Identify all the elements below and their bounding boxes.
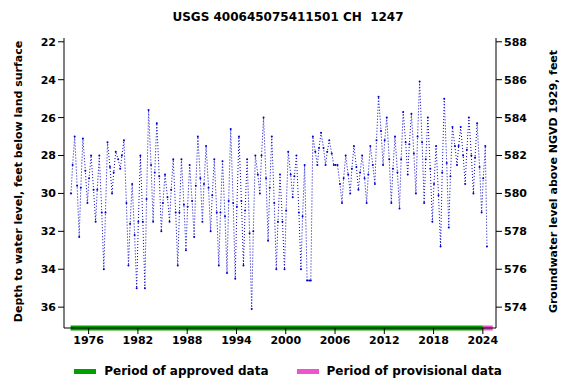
svg-text:578: 578 [504, 225, 527, 238]
svg-text:26: 26 [41, 112, 57, 125]
html-text:Period of approved data: Period of approved data [104, 364, 269, 378]
svg-text:36: 36 [41, 301, 57, 314]
svg-text:28: 28 [41, 149, 56, 162]
svg-text:30: 30 [41, 187, 57, 200]
svg-text:1976: 1976 [73, 334, 104, 347]
svg-text:1988: 1988 [172, 334, 203, 347]
svg-text:24: 24 [41, 74, 57, 87]
svg-text:2012: 2012 [369, 334, 400, 347]
svg-text:2000: 2000 [270, 334, 301, 347]
svg-text:1994: 1994 [221, 334, 252, 347]
svg-text:580: 580 [504, 187, 527, 200]
svg-text:586: 586 [504, 74, 527, 87]
html-text:Depth to water level, feet bel: Depth to water level, feet below land su… [11, 40, 25, 323]
svg-text:576: 576 [504, 263, 527, 276]
svg-text:2006: 2006 [320, 334, 351, 347]
svg-text:588: 588 [504, 36, 527, 49]
svg-text:582: 582 [504, 149, 527, 162]
svg-text:34: 34 [41, 263, 57, 276]
svg-text:584: 584 [504, 112, 527, 125]
svg-text:2024: 2024 [468, 334, 499, 347]
svg-text:32: 32 [41, 225, 56, 238]
html-text:USGS 400645075411501 CH 1247: USGS 400645075411501 CH 1247 [172, 10, 404, 24]
svg-text:2018: 2018 [418, 334, 449, 347]
html-text:Period of provisional data: Period of provisional data [326, 364, 502, 378]
html-text:Groundwater level above NGVD 1: Groundwater level above NGVD 1929, feet [546, 49, 560, 314]
svg-text:1982: 1982 [123, 334, 154, 347]
svg-text:22: 22 [41, 36, 56, 49]
svg-text:574: 574 [504, 301, 527, 314]
